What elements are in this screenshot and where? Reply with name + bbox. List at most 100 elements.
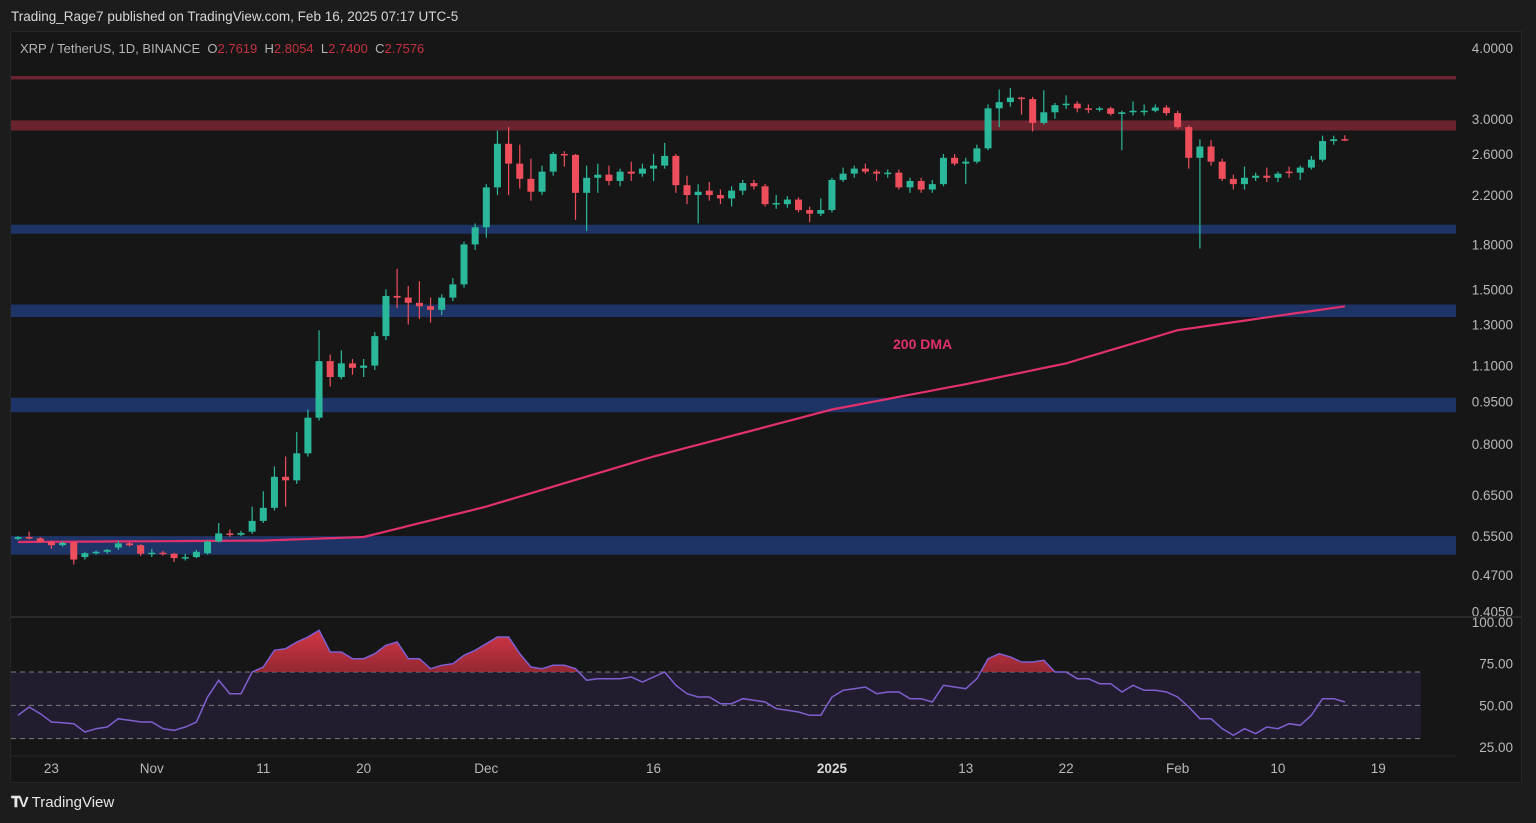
candle [1296, 165, 1304, 180]
candle-body [995, 102, 1003, 109]
candle-body [126, 543, 133, 546]
candle-body [371, 336, 379, 366]
candle [1252, 172, 1260, 181]
candle-body [1274, 173, 1282, 178]
time-tick-label: 16 [646, 761, 661, 776]
chart-legend: XRP / TetherUS, 1D, BINANCE O2.7619 H2.8… [20, 41, 424, 56]
candle-body [1185, 127, 1193, 158]
candle [1341, 135, 1349, 142]
price-tick-label: 0.4050 [1472, 604, 1513, 619]
candle-body [939, 157, 947, 185]
candle-body [337, 363, 345, 378]
candle [728, 186, 736, 207]
candle-body [705, 190, 713, 196]
candle [1174, 110, 1182, 129]
candle-body [81, 553, 89, 558]
candle-body [973, 148, 981, 162]
candle-body [1018, 97, 1025, 100]
price-axis[interactable]: 4.0000 3.0000 2.6000 2.2000 1.8000 1.5000 1.30… [1472, 41, 1513, 619]
candle [928, 179, 936, 193]
candle [70, 541, 78, 565]
candle [560, 151, 568, 167]
candle [349, 358, 356, 375]
candle-body [806, 210, 814, 214]
candle-body [282, 476, 290, 481]
candle [337, 350, 345, 380]
price-tick-label: 0.4700 [1472, 568, 1513, 583]
candle-body [906, 180, 914, 188]
candle-body [1341, 139, 1349, 141]
time-tick-label: 13 [958, 761, 973, 776]
price-tick-label: 1.3000 [1472, 317, 1513, 332]
candle [1040, 90, 1048, 125]
candle [293, 431, 301, 484]
candle [427, 297, 435, 323]
time-axis[interactable]: 23 Nov 11 20 Dec 16 2025 13 22 Feb 10 19 [44, 761, 1386, 776]
candle [1307, 155, 1315, 170]
candle [672, 153, 680, 193]
candle [1107, 106, 1115, 116]
candle-body [962, 161, 970, 164]
candle [1129, 101, 1137, 116]
candle [917, 177, 925, 193]
candle-body [114, 543, 122, 548]
candle [1218, 158, 1226, 181]
candle-body [36, 538, 44, 542]
candle [1029, 96, 1037, 132]
candle-body [92, 551, 100, 554]
candle-body [839, 173, 847, 180]
candle-body [1196, 146, 1204, 158]
candle [995, 89, 1003, 128]
candle-body [672, 155, 680, 186]
price-tick-label: 2.2000 [1472, 188, 1513, 203]
time-tick-label: 20 [356, 761, 371, 776]
candle [951, 153, 959, 166]
candle [126, 541, 133, 547]
support-zone [11, 224, 1456, 234]
candle-body [560, 153, 568, 156]
footer-brand[interactable]: 𝐓V TradingView [11, 794, 114, 811]
candle-body [1140, 110, 1148, 113]
candle-body [1296, 167, 1304, 173]
candle [616, 168, 624, 187]
candle [1162, 105, 1170, 116]
candle-body [716, 195, 724, 199]
candle [493, 130, 501, 196]
candle [895, 169, 903, 190]
candle-body [873, 171, 881, 174]
candle-body [884, 172, 892, 175]
candle [549, 152, 557, 176]
price-tick-label: 0.5500 [1472, 529, 1513, 544]
candle-body [215, 533, 223, 542]
candle-body [661, 155, 669, 166]
candle-body [159, 552, 167, 555]
candle [326, 354, 334, 387]
candle-body [1051, 105, 1059, 113]
candle-body [1330, 139, 1338, 142]
rsi-overbought-fill [18, 630, 1345, 672]
candle-body [1307, 159, 1315, 168]
candle [315, 330, 323, 421]
rsi-pane [11, 629, 1421, 740]
high-label: H [264, 41, 274, 56]
candle-body [728, 190, 736, 199]
candle-body [137, 545, 145, 554]
support-zone [11, 536, 1456, 555]
time-tick-label: 10 [1270, 761, 1285, 776]
candle-body [438, 297, 446, 310]
candle-body [650, 165, 658, 169]
candle [638, 163, 646, 177]
open-label: O [207, 41, 218, 56]
support-zone [11, 304, 1456, 318]
time-tick-label: 22 [1059, 761, 1074, 776]
price-tick-label: 4.0000 [1472, 41, 1513, 56]
candle [148, 548, 156, 558]
resistance-zone [11, 75, 1456, 80]
candle-body [1040, 112, 1048, 123]
candle [906, 177, 914, 193]
candle-body [817, 210, 825, 214]
candle-body [828, 179, 836, 211]
candle [382, 289, 390, 341]
candle-body [1229, 178, 1237, 185]
